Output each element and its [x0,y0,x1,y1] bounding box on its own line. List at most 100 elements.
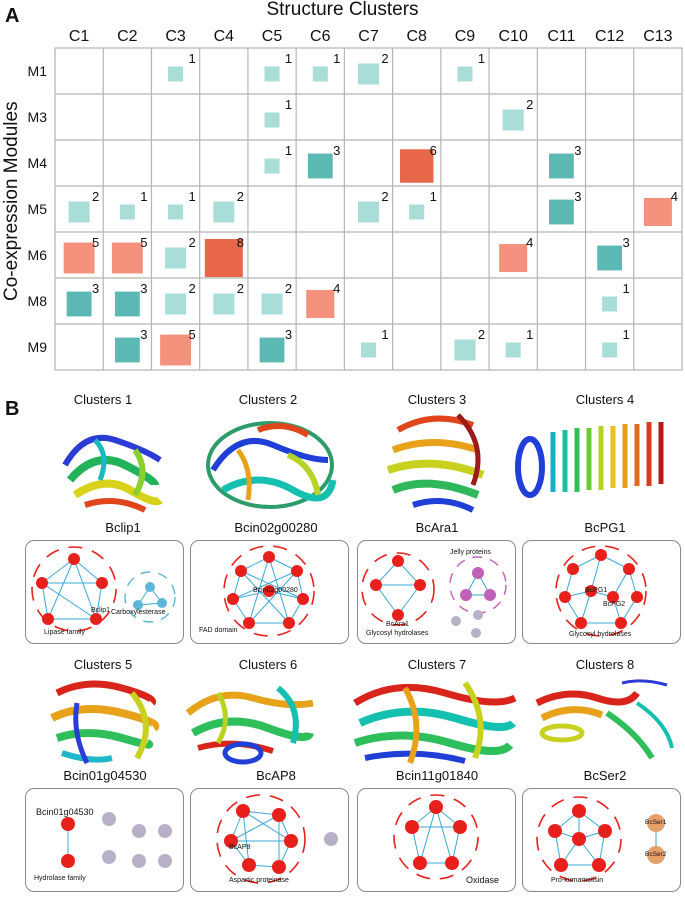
heatmap-cell-M5-C7 [358,201,379,223]
cluster-6-title: Clusters 6 [238,657,298,672]
heatmap-value-M5-C4: 2 [237,189,244,204]
heatmap-cell-M6-C1 [63,242,95,274]
heatmap-value-M8-C6: 4 [333,281,340,296]
column-label-C3: C3 [165,28,186,45]
heatmap-value-M5-C2: 1 [140,189,147,204]
cluster-5-title: Clusters 5 [73,657,133,672]
network-7: Oxidase [357,788,516,892]
heatmap-value-M6-C10: 4 [526,235,533,250]
heatmap-value-M4-C11: 3 [574,143,581,158]
protein-structure-5 [50,680,160,765]
row-label-M5: M5 [28,201,48,217]
network-2: Bcin02g00280 FAD domain [190,540,349,644]
protein-structure-4 [515,422,664,498]
heatmap-cell-M6-C4 [204,239,243,277]
network-1-label-1: Bclip1 [91,607,111,614]
network-5: Bcin01g04530 Hydrolase family [25,788,184,892]
heatmap-value-M9-C3: 5 [188,327,195,342]
cluster-1-title: Clusters 1 [73,392,133,407]
heatmap-value-M3-C10: 2 [526,97,533,112]
heatmap-cell-M5-C4 [213,201,235,223]
cluster-4-title: Clusters 4 [575,392,635,407]
column-label-C8: C8 [407,28,428,45]
heatmap-cell-M4-C5 [264,158,280,174]
row-label-M1: M1 [28,63,48,79]
heatmap-cell-M6-C12 [597,245,623,271]
column-label-C2: C2 [117,28,138,45]
heatmap-cell-M5-C3 [168,204,184,220]
cluster-8-title: Clusters 8 [575,657,635,672]
heatmap-cell-M9-C2 [114,337,140,363]
heatmap-value-M5-C1: 2 [92,189,99,204]
heatmap-value-M1-C9: 1 [478,51,485,66]
heatmap-cell-M1-C9 [457,66,473,82]
heatmap-cell-M1-C6 [312,66,328,82]
heatmap-value-M5-C8: 1 [430,189,437,204]
heatmap-value-M8-C3: 2 [188,281,195,296]
heatmap-cell-M3-C10 [502,109,524,131]
row-label-M6: M6 [28,247,48,263]
network-1: Bclip1 Carboxylesterase Lipase family [25,540,184,644]
heatmap-value-M8-C5: 2 [285,281,292,296]
heatmap-value-M8-C2: 3 [140,281,147,296]
network-6-label-2: Aspartic proteinase [229,877,289,884]
panel-b-letter: B [5,398,20,420]
heatmap-cell-M9-C3 [160,334,192,366]
heatmap-value-M5-C7: 2 [381,189,388,204]
heatmap-value-M9-C5: 3 [285,327,292,342]
heatmap-cell-M5-C11 [549,199,574,225]
protein-structure-6 [185,685,314,765]
protein-6-name: BcAP8 [256,768,296,783]
column-label-C5: C5 [262,28,283,45]
heatmap-cell-M8-C1 [66,291,92,317]
protein-1-name: Bclip1 [105,520,141,535]
row-label-M3: M3 [28,109,48,125]
network-3-label-3: Glycosyl hydrolases [366,630,429,637]
column-label-C13: C13 [643,28,672,45]
heatmap-cell-M9-C10 [505,342,521,358]
protein-structure-7 [353,681,517,765]
heatmap-value-M4-C5: 1 [285,143,292,158]
heatmap-value-M5-C3: 1 [188,189,195,204]
heatmap-value-M8-C12: 1 [623,281,630,296]
heatmap-value-M8-C4: 2 [237,281,244,296]
heatmap-value-M3-C5: 1 [285,97,292,112]
heatmap-cell-M8-C3 [165,293,187,315]
network-6-label-1: BcAP8 [229,844,251,851]
column-label-C7: C7 [358,28,379,45]
protein-4-name: BcPG1 [584,520,626,535]
network-4-label-1: BcPG1 [585,587,608,594]
heatmap-cell-M8-C4 [213,293,235,315]
heatmap-cell-M9-C5 [259,337,285,363]
heatmap-value-M9-C7: 1 [381,327,388,342]
heatmap-cell-M4-C11 [549,153,574,179]
panel-a-letter: A [5,5,20,27]
heatmap-cell-M1-C3 [168,66,184,82]
network-8: BcSer1 BcSer2 Pro-kumamolisin [522,788,681,892]
network-3-label-2: BcAra1 [386,621,409,628]
row-label-M9: M9 [28,339,48,355]
heatmap-value-M1-C7: 2 [381,51,388,66]
heatmap-cell-M5-C8 [409,204,425,220]
heatmap-value-M1-C6: 1 [333,51,340,66]
heatmap-value-M8-C1: 3 [92,281,99,296]
network-3: Jelly proteins BcAra1 Glycosyl hydrolase… [357,540,516,644]
heatmap-value-M1-C5: 1 [285,51,292,66]
network-7-label-1: Oxidase [466,875,500,885]
heatmap-value-M1-C3: 1 [188,51,195,66]
heatmap-value-M9-C2: 3 [140,327,147,342]
network-1-label-3: Lipase family [44,629,85,636]
protein-structure-2 [206,421,337,509]
protein-3-name: BcAra1 [415,520,459,535]
heatmap-cell-M6-C3 [165,247,187,269]
heatmap-cell-M9-C9 [454,339,476,361]
column-label-C11: C11 [547,28,575,45]
heatmap-cell-M8-C6 [306,289,335,319]
heatmap-cell-M8-C5 [261,293,283,315]
column-label-C9: C9 [455,28,476,45]
heatmap-cell-M9-C7 [360,342,377,358]
column-label-C12: C12 [595,28,624,45]
heatmap-value-M5-C11: 3 [574,189,581,204]
heatmap-value-M6-C12: 3 [623,235,630,250]
heatmap-value-M6-C2: 5 [140,235,147,250]
